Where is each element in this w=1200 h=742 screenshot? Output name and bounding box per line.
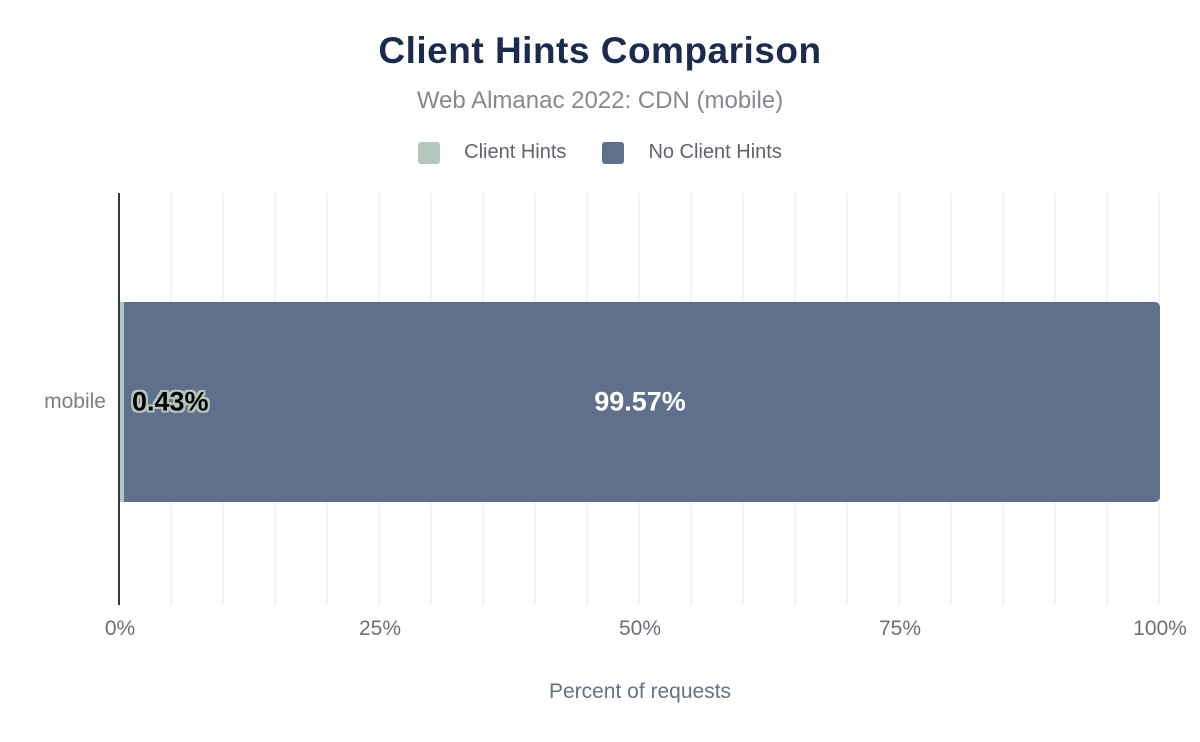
x-axis-title: Percent of requests (548, 680, 732, 703)
legend-item-no-client-hints[interactable]: No Client Hints (602, 141, 782, 164)
bar-row-mobile: 0.43% 99.57% (120, 302, 1160, 502)
chart-subtitle: Web Almanac 2022: CDN (mobile) (416, 87, 784, 114)
y-axis-line (118, 193, 120, 605)
x-axis-ticks: 0% 25% 50% 75% 100% (105, 617, 1187, 643)
bar-segment-client-hints[interactable] (120, 302, 125, 502)
legend-item-client-hints[interactable]: Client Hints (418, 141, 566, 164)
x-tick-75: 75% (878, 617, 922, 640)
legend-swatch-client-hints (418, 141, 441, 164)
bar-segment-no-client-hints[interactable] (124, 302, 1160, 502)
x-tick-100: 100% (1133, 617, 1187, 640)
legend-label-no-client-hints: No Client Hints (648, 141, 782, 163)
x-tick-0: 0% (104, 617, 136, 640)
legend: Client Hints No Client Hints (0, 141, 1200, 164)
bar-label-no-client-hints: 99.57% (594, 386, 686, 417)
chart-title: Client Hints Comparison (378, 30, 822, 71)
bar-label-client-hints: 0.43% (132, 386, 209, 417)
legend-label-client-hints: Client Hints (464, 141, 567, 163)
legend-swatch-no-client-hints (602, 141, 625, 164)
x-tick-25: 25% (358, 617, 402, 640)
category-label-mobile: mobile (44, 390, 106, 413)
x-tick-50: 50% (618, 617, 662, 640)
